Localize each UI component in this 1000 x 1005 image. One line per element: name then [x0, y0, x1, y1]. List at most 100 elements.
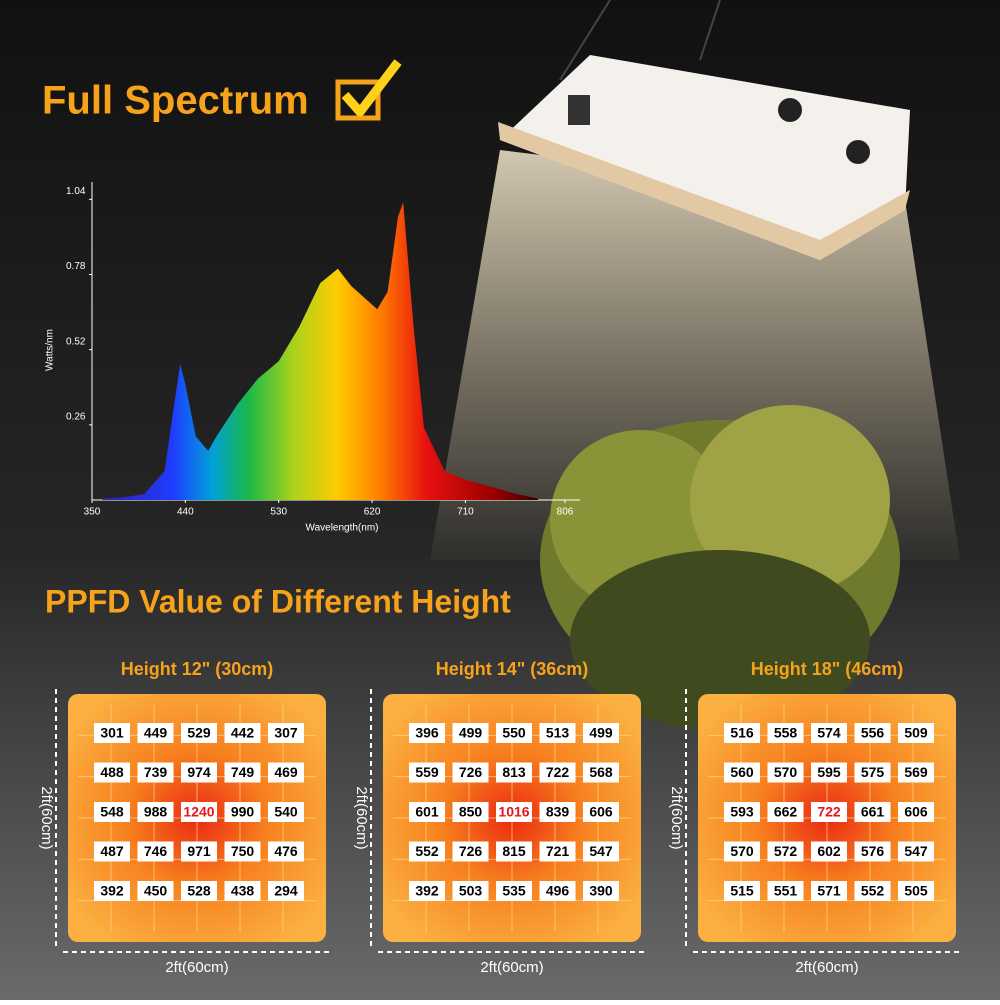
ppfd-value: 540 [274, 804, 298, 820]
value-box [268, 841, 304, 862]
side-dimension: 2ft(60cm) [38, 786, 55, 849]
value-box [224, 723, 261, 743]
y-tick-label: 0.78 [66, 261, 86, 272]
x-tick-label: 530 [270, 507, 287, 518]
value-box [181, 802, 217, 822]
value-box [181, 723, 217, 743]
value-box [811, 881, 847, 901]
ppfd-value: 499 [589, 725, 613, 741]
value-box [811, 762, 847, 783]
value-box [767, 841, 804, 862]
ppfd-value: 516 [730, 725, 754, 741]
x-axis-label: Wavelength(nm) [306, 523, 379, 534]
value-box [94, 802, 130, 822]
ppfd-title: PPFD Value of Different Height [45, 583, 511, 619]
x-tick-label: 806 [557, 507, 574, 518]
ppfd-value: 570 [774, 764, 798, 780]
value-box [452, 802, 489, 822]
ppfd-value: 503 [459, 883, 483, 899]
ppfd-value: 721 [546, 843, 570, 859]
value-box [898, 841, 934, 862]
ppfd-value: 392 [415, 883, 439, 899]
value-box [583, 762, 619, 783]
value-box [452, 841, 489, 862]
ppfd-value: 528 [187, 883, 211, 899]
spectrum-area [102, 202, 539, 500]
ppfd-value: 488 [100, 764, 124, 780]
value-box [811, 802, 847, 822]
ppfd-value: 850 [459, 804, 483, 820]
ppfd-value: 396 [415, 725, 439, 741]
value-box [767, 723, 804, 743]
value-box [854, 802, 891, 822]
value-box [539, 802, 576, 822]
ppfd-value: 513 [546, 725, 570, 741]
ppfd-value: 476 [274, 843, 298, 859]
ppfd-value: 1240 [183, 804, 214, 820]
ppfd-value: 746 [144, 843, 168, 859]
ppfd-grids: Height 12" (30cm) 301 449 529 442 307 488 739 97… [38, 659, 961, 976]
value-box [409, 762, 445, 783]
bottom-dimension: 2ft(60cm) [480, 959, 543, 976]
ppfd-value: 576 [861, 843, 885, 859]
ppfd-value: 496 [546, 883, 570, 899]
value-box [767, 762, 804, 783]
value-box [409, 723, 445, 743]
ppfd-value: 535 [502, 883, 526, 899]
ppfd-value: 661 [861, 804, 885, 820]
value-box [724, 841, 760, 862]
value-box [409, 841, 445, 862]
x-tick-label: 710 [457, 507, 474, 518]
ppfd-value: 726 [459, 764, 483, 780]
value-box [181, 841, 217, 862]
value-box [137, 881, 174, 901]
value-box [452, 723, 489, 743]
ppfd-value: 574 [817, 725, 841, 741]
ppfd-value: 509 [904, 725, 928, 741]
ppfd-value: 550 [502, 725, 526, 741]
y-tick-label: 0.52 [66, 336, 86, 347]
ppfd-value: 575 [861, 764, 885, 780]
value-box [452, 881, 489, 901]
ppfd-value: 606 [589, 804, 613, 820]
value-box [854, 723, 891, 743]
value-box [539, 723, 576, 743]
grid-label: Height 18" (46cm) [751, 659, 904, 679]
ppfd-value: 547 [904, 843, 928, 859]
ppfd-value: 307 [274, 725, 298, 741]
ppfd-value: 568 [589, 764, 613, 780]
ppfd-value: 529 [187, 725, 211, 741]
value-box [724, 762, 760, 783]
value-box [496, 723, 532, 743]
value-box [224, 762, 261, 783]
ppfd-value: 813 [502, 764, 526, 780]
value-box [268, 881, 304, 901]
ppfd-value: 301 [100, 725, 124, 741]
value-box [724, 881, 760, 901]
value-box [224, 802, 261, 822]
ppfd-value: 601 [415, 804, 439, 820]
value-box [409, 881, 445, 901]
ppfd-value: 548 [100, 804, 124, 820]
x-tick-label: 620 [364, 507, 381, 518]
value-box [137, 841, 174, 862]
value-box [496, 762, 532, 783]
ppfd-value: 974 [187, 764, 211, 780]
value-box [811, 841, 847, 862]
grid-label: Height 12" (30cm) [121, 659, 274, 679]
ppfd-value: 469 [274, 764, 298, 780]
ppfd-value: 294 [274, 883, 298, 899]
ppfd-value: 551 [774, 883, 798, 899]
ppfd-value: 556 [861, 725, 885, 741]
x-tick-label: 440 [177, 507, 194, 518]
value-box [539, 881, 576, 901]
ppfd-value: 749 [231, 764, 255, 780]
ppfd-value: 722 [817, 804, 841, 820]
value-box [898, 762, 934, 783]
ppfd-value: 552 [861, 883, 885, 899]
ppfd-value: 515 [730, 883, 754, 899]
ppfd-value: 750 [231, 843, 255, 859]
value-box [94, 723, 130, 743]
ppfd-value: 505 [904, 883, 928, 899]
ppfd-value: 602 [817, 843, 841, 859]
